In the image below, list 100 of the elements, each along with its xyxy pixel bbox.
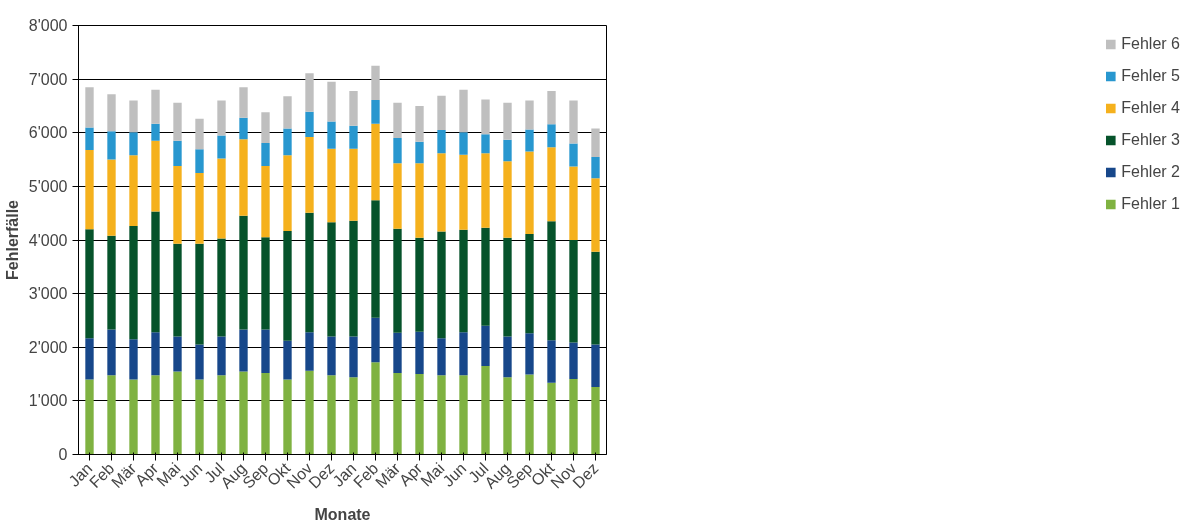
bar: [107, 235, 116, 330]
bar: [195, 379, 204, 455]
bar: [217, 135, 226, 159]
bar: [415, 105, 424, 142]
bar: [547, 90, 556, 125]
bar: [217, 238, 226, 337]
bar: [305, 370, 314, 455]
bar: [151, 140, 160, 212]
bar: [261, 112, 270, 143]
bar: [349, 90, 358, 126]
bar: [327, 81, 336, 122]
y-tick-label: 0: [58, 446, 68, 463]
bar: [481, 227, 490, 326]
y-tick-label: 6'000: [28, 124, 68, 142]
bar: [415, 141, 424, 164]
bar: [525, 100, 534, 130]
bar: [283, 96, 292, 129]
bar: [437, 95, 446, 131]
bar: [349, 220, 358, 337]
bar: [525, 151, 534, 235]
bar: [85, 338, 94, 380]
bar: [371, 65, 380, 101]
bar: [217, 336, 226, 376]
bar: [283, 155, 292, 231]
bar: [327, 336, 336, 376]
bar: [305, 111, 314, 138]
bar: [393, 332, 402, 373]
y-tick-label: 3'000: [28, 285, 68, 303]
bar: [437, 130, 446, 154]
y-tick-label: 8'000: [28, 17, 68, 34]
bar: [415, 331, 424, 375]
bar: [371, 100, 380, 124]
bar: [261, 329, 270, 373]
y-tick-label: 2'000: [28, 338, 68, 356]
bar: [305, 73, 314, 112]
bar: [173, 371, 182, 455]
bar: [547, 147, 556, 222]
bar: [547, 382, 556, 455]
bar: [173, 102, 182, 141]
bar: [173, 336, 182, 372]
bar: [261, 142, 270, 166]
bar: [525, 234, 534, 334]
bar: [569, 100, 578, 144]
legend-label: Fehler 6: [1121, 35, 1180, 53]
bar: [151, 211, 160, 333]
bar: [349, 377, 358, 455]
bar: [173, 140, 182, 166]
bar: [217, 158, 226, 239]
bar: [503, 377, 512, 455]
bar: [85, 229, 94, 339]
bar: [525, 333, 534, 375]
bar: [129, 100, 138, 133]
bar: [349, 148, 358, 221]
bar: [393, 163, 402, 229]
bar: [195, 118, 204, 150]
bar: [107, 329, 116, 376]
bar: [195, 243, 204, 345]
bar: [305, 137, 314, 213]
bar: [437, 231, 446, 339]
bar: [459, 229, 468, 333]
bar: [261, 166, 270, 238]
bar: [305, 212, 314, 333]
bar: [371, 362, 380, 455]
bar: [195, 344, 204, 380]
bar: [151, 375, 160, 455]
bar: [283, 379, 292, 455]
bar: [459, 132, 468, 155]
bar: [239, 371, 248, 455]
bar: [503, 237, 512, 337]
bar: [591, 386, 600, 455]
bar: [481, 366, 490, 455]
bar: [569, 342, 578, 379]
bar: [283, 230, 292, 341]
bar: [437, 153, 446, 232]
bar: [569, 240, 578, 343]
bar: [327, 375, 336, 455]
bar: [129, 226, 138, 340]
bar: [239, 215, 248, 330]
bar: [525, 374, 534, 455]
bar: [415, 163, 424, 238]
bar: [459, 375, 468, 455]
bar: [547, 340, 556, 383]
bar: [481, 99, 490, 135]
bar: [151, 332, 160, 376]
bar: [437, 375, 446, 455]
bar: [327, 121, 336, 149]
bar: [503, 161, 512, 238]
bar: [327, 148, 336, 223]
bar: [481, 153, 490, 228]
bar: [525, 129, 534, 152]
bar: [481, 325, 490, 367]
bar: [283, 340, 292, 380]
bar: [283, 128, 292, 156]
bar: [327, 222, 336, 337]
bar: [85, 379, 94, 455]
y-tick-label: 1'000: [28, 392, 68, 410]
bar: [569, 378, 578, 455]
bar: [261, 237, 270, 330]
bar: [239, 87, 248, 118]
bar: [217, 375, 226, 455]
